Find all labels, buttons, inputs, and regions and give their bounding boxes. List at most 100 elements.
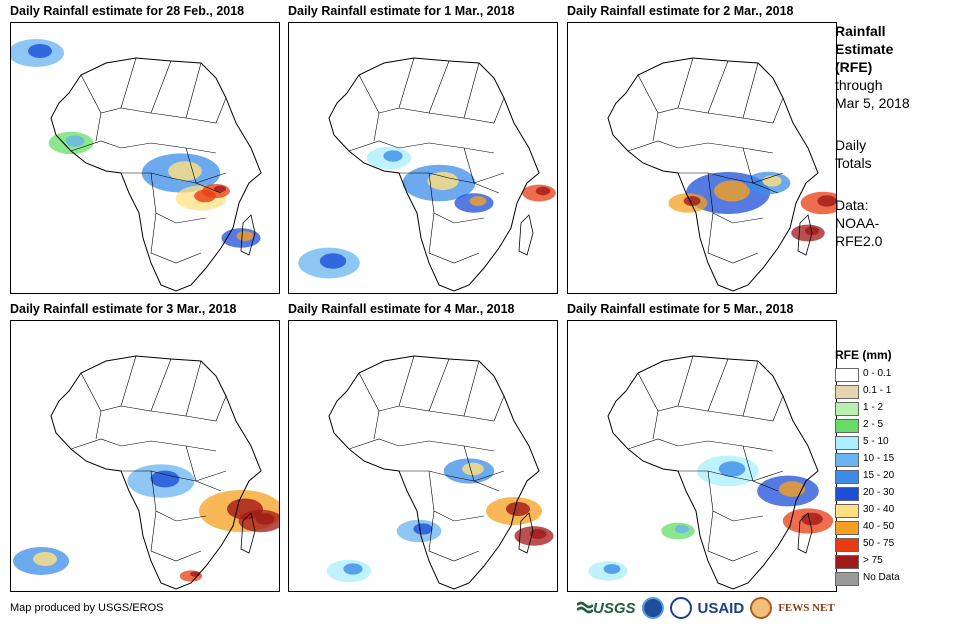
country-border [742, 395, 784, 422]
legend-label: 0 - 0.1 [863, 368, 892, 379]
country-border [399, 470, 505, 482]
country-border [637, 355, 694, 412]
country-border [637, 57, 694, 114]
rainfall-core [383, 150, 403, 162]
country-border [399, 172, 505, 184]
country-border [95, 112, 102, 142]
usaid-logo: USAID [698, 600, 745, 617]
panel-title: Daily Rainfall estimate for 28 Feb., 201… [10, 4, 245, 18]
country-border [150, 360, 202, 417]
rainfall-core [319, 253, 347, 269]
usaid-text: USAID [697, 599, 745, 617]
legend-item: 0.1 - 1 [835, 384, 955, 401]
rainfall-map [288, 320, 558, 592]
through-date: Mar 5, 2018 [835, 95, 910, 111]
country-border [428, 172, 485, 224]
fews-logo: FEWS NET [778, 602, 835, 614]
usgs-wave-icon [577, 601, 593, 614]
country-border [652, 410, 659, 440]
country-border [742, 445, 779, 492]
rainfall-core [65, 135, 85, 147]
rainfall-core [817, 195, 836, 207]
legend-item: 10 - 15 [835, 452, 955, 469]
rainfall-core [236, 231, 254, 241]
rainfall-map [288, 22, 558, 294]
country-border [120, 358, 172, 412]
rainfall-core [603, 564, 621, 574]
legend-item: 1 - 2 [835, 401, 955, 418]
rainfall-core [506, 502, 530, 516]
country-border [80, 355, 137, 412]
country-border [70, 438, 217, 452]
legend-swatch [835, 504, 859, 518]
country-border [358, 57, 415, 114]
map-description: Rainfall Estimate (RFE) through Mar 5, 2… [835, 22, 960, 268]
country-border [358, 355, 415, 412]
legend-item: 2 - 5 [835, 418, 955, 435]
rainfall-core [714, 180, 750, 202]
legend-label: No Data [863, 572, 900, 583]
rainfall-core [801, 512, 823, 526]
country-border [150, 212, 202, 264]
legend-item: No Data [835, 571, 955, 588]
legend-label: 15 - 20 [863, 470, 895, 481]
country-border [373, 410, 380, 440]
country-border [627, 140, 774, 154]
country-border [185, 97, 227, 124]
legend-item: 0 - 0.1 [835, 367, 955, 384]
legend-label: 40 - 50 [863, 521, 895, 532]
rainfall-core [33, 552, 57, 566]
rainfall-core [674, 524, 690, 534]
rainfall-core [427, 171, 459, 191]
country-border [652, 112, 659, 142]
legend-label: 1 - 2 [863, 402, 884, 413]
rainfall-core [168, 161, 202, 181]
legend-swatch [835, 572, 859, 586]
legend-item: 50 - 75 [835, 537, 955, 554]
rainfall-core [529, 529, 547, 539]
country-border [70, 140, 217, 154]
legend-label: 2 - 5 [863, 419, 884, 430]
rainfall-core [214, 185, 226, 193]
country-border [121, 470, 227, 482]
legend-swatch [835, 402, 859, 416]
rainfall-core [535, 186, 551, 196]
country-border [677, 358, 729, 412]
country-border [150, 510, 202, 562]
legend-label: 0.1 - 1 [863, 385, 892, 396]
legend-item: > 75 [835, 554, 955, 571]
country-border [121, 172, 227, 184]
legend-label: 5 - 10 [863, 436, 889, 447]
madagascar-outline [518, 214, 534, 256]
country-border [373, 112, 380, 142]
country-border [428, 510, 480, 562]
country-border [95, 410, 102, 440]
legend-label: 50 - 75 [863, 538, 895, 549]
country-border [627, 438, 774, 452]
country-border [463, 445, 500, 492]
panel-title: Daily Rainfall estimate for 5 Mar., 2018 [567, 302, 794, 316]
legend-item: 30 - 40 [835, 503, 955, 520]
madagascar-outline [240, 214, 256, 256]
map-credit: Map produced by USGS/EROS [10, 602, 164, 614]
noaa-logo-icon [641, 597, 664, 619]
country-border [463, 147, 500, 194]
legend-swatch [835, 436, 859, 450]
rainfall-core [462, 462, 484, 476]
country-border [398, 358, 450, 412]
rainfall-core [469, 196, 487, 206]
legend-label: 10 - 15 [863, 453, 895, 464]
legend-item: 40 - 50 [835, 520, 955, 537]
rainfall-core [28, 44, 52, 58]
country-border [150, 172, 207, 224]
rfe-title-line: Estimate [835, 41, 894, 57]
data-source: Data: [835, 197, 869, 213]
rainfall-core [150, 470, 180, 488]
country-border [678, 470, 784, 482]
country-border [348, 140, 495, 154]
country-border [677, 60, 729, 114]
usgs-text: USGS [593, 599, 636, 617]
legend-label: 30 - 40 [863, 504, 895, 515]
rainfall-area [179, 570, 203, 582]
data-source: NOAA- [835, 215, 880, 231]
